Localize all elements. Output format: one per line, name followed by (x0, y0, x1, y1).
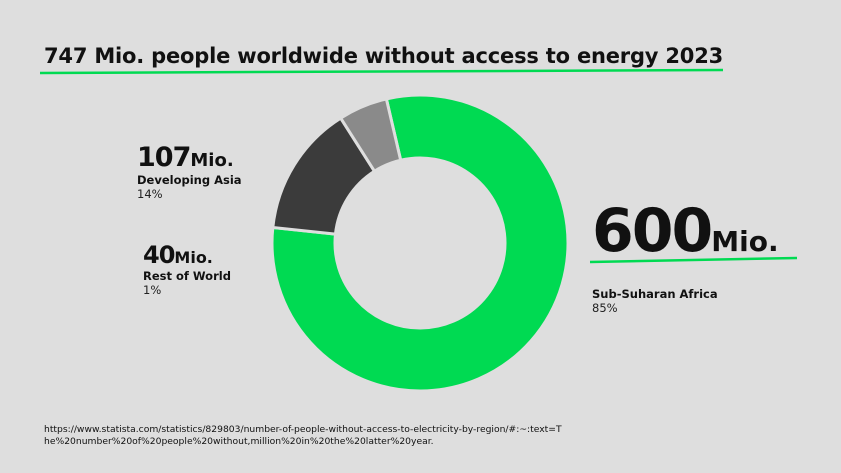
rest-number: 40 (143, 241, 175, 269)
label-developing-asia: 107Mio. Developing Asia 14% (137, 142, 242, 201)
rest-unit: Mio. (174, 248, 213, 267)
slice-rest-of-world (338, 97, 403, 174)
label-rest-of-world: 40Mio. Rest of World 1% (143, 241, 231, 297)
chart-title: 747 Mio. people worldwide without access… (44, 44, 724, 68)
source-url[interactable]: https://www.statista.com/statistics/8298… (44, 424, 562, 447)
rest-value: 40Mio. (143, 241, 231, 269)
slice-sub-saharan-africa (270, 93, 570, 393)
africa-number: 600 (592, 196, 713, 266)
asia-number: 107 (137, 142, 191, 173)
asia-pct: 14% (137, 187, 163, 201)
label-sub-saharan-africa: 600Mio. Sub-Suharan Africa 85% (592, 196, 779, 315)
asia-name: Developing Asia (137, 173, 242, 187)
africa-pct: 85% (592, 301, 618, 315)
africa-name: Sub-Suharan Africa (592, 287, 718, 301)
asia-value: 107Mio. (137, 142, 242, 173)
africa-value: 600Mio. (592, 196, 779, 281)
africa-unit: Mio. (711, 225, 779, 258)
rest-name: Rest of World (143, 269, 231, 283)
rest-pct: 1% (143, 283, 162, 297)
asia-unit: Mio. (190, 150, 234, 171)
